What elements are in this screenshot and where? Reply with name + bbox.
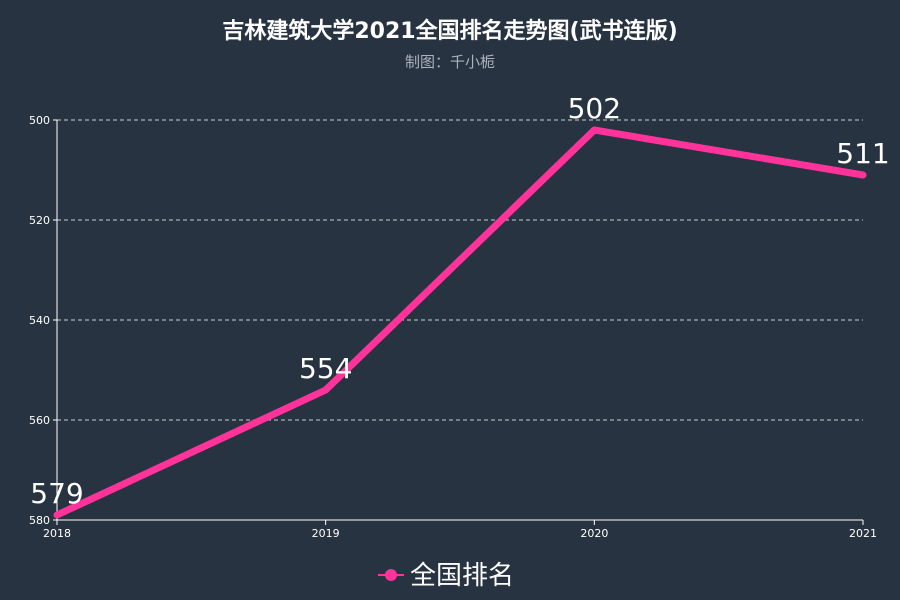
series-layer	[53, 126, 867, 519]
x-tick-label: 2019	[312, 527, 340, 540]
x-tick-label: 2020	[580, 527, 608, 540]
y-tick-label: 580	[29, 514, 50, 527]
data-point[interactable]	[860, 172, 866, 178]
legend[interactable]: 全国排名	[378, 561, 514, 591]
data-point[interactable]	[322, 387, 329, 393]
label-layer: 579 554 502 511	[30, 92, 889, 510]
data-label: 579	[30, 477, 83, 510]
data-label: 511	[836, 137, 889, 170]
series-line	[53, 126, 867, 519]
data-label: 502	[568, 92, 621, 125]
legend-label[interactable]: 全国排名	[410, 561, 514, 591]
y-tick-label: 540	[29, 314, 50, 327]
data-label: 554	[299, 352, 352, 385]
chart-subtitle: 制图：千小栀	[405, 53, 495, 71]
data-point[interactable]	[54, 512, 60, 518]
y-tick-label: 560	[29, 414, 50, 427]
chart-title: 吉林建筑大学2021全国排名走势图(武书连版)	[222, 18, 677, 44]
y-tick-label: 500	[29, 114, 50, 127]
y-tick-label: 520	[29, 214, 50, 227]
grid-layer	[57, 119, 863, 421]
x-tick-label: 2018	[43, 527, 71, 540]
x-tick-label: 2021	[849, 527, 877, 540]
legend-marker	[385, 569, 397, 581]
data-point[interactable]	[591, 127, 598, 133]
